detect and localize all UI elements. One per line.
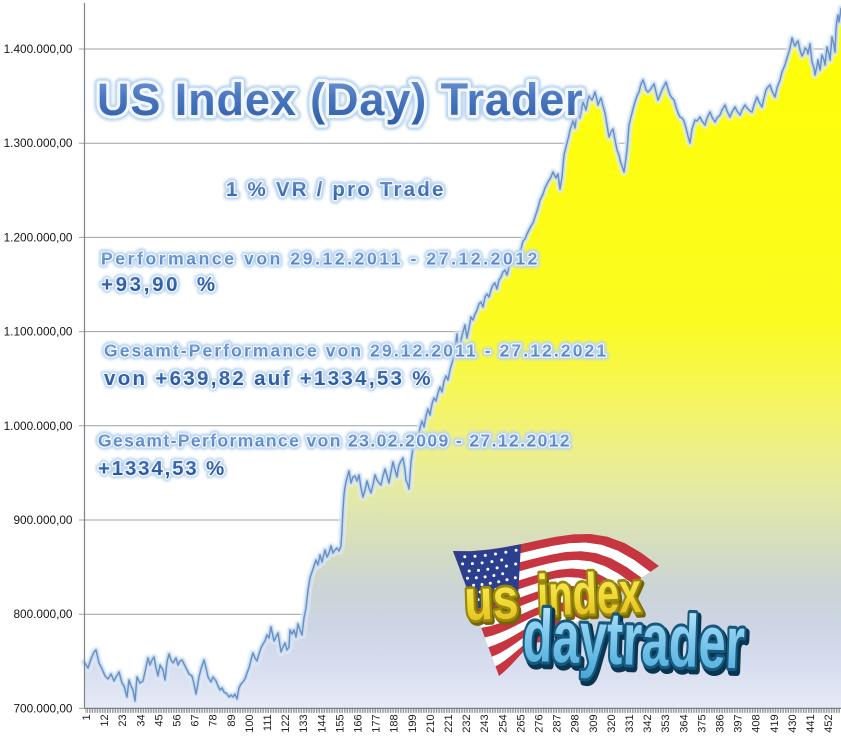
svg-text:144: 144: [316, 714, 328, 732]
svg-text:100: 100: [244, 714, 256, 732]
svg-text:+1334,53 %: +1334,53 %: [98, 457, 226, 480]
svg-text:von +639,82 auf +1334,53 %: von +639,82 auf +1334,53 %: [104, 367, 433, 390]
svg-text:daytrader: daytrader: [521, 594, 746, 685]
svg-text:+93,90 %: +93,90 %: [101, 273, 218, 296]
svg-text:US Index (Day) Trader: US Index (Day) Trader: [97, 74, 584, 125]
svg-text:419: 419: [769, 714, 781, 732]
svg-text:us: us: [463, 566, 519, 633]
svg-text:78: 78: [208, 714, 220, 726]
svg-text:67: 67: [190, 714, 202, 726]
svg-text:1.300.000,00: 1.300.000,00: [4, 136, 73, 150]
svg-text:89: 89: [226, 714, 238, 726]
svg-text:us: us: [463, 566, 519, 633]
svg-text:232: 232: [461, 714, 473, 732]
svg-text:155: 155: [334, 714, 346, 732]
svg-text:309: 309: [588, 714, 600, 732]
svg-text:index: index: [536, 560, 642, 629]
svg-text:122: 122: [280, 714, 292, 732]
svg-text:320: 320: [606, 714, 618, 732]
svg-text:386: 386: [715, 714, 727, 732]
svg-text:+93,90 %: +93,90 %: [101, 273, 218, 296]
svg-text:1: 1: [81, 714, 93, 720]
svg-text:452: 452: [823, 714, 835, 732]
svg-text:von +639,82 auf +1334,53 %: von +639,82 auf +1334,53 %: [104, 367, 433, 390]
svg-text:Performance von 29.12.2011 - 2: Performance von 29.12.2011 - 27.12.2012: [101, 249, 540, 269]
svg-text:441: 441: [805, 714, 817, 732]
svg-text:12: 12: [99, 714, 111, 726]
svg-text:45: 45: [153, 714, 165, 726]
svg-text:us: us: [465, 569, 521, 636]
svg-text:Performance von 29.12.2011 - 2: Performance von 29.12.2011 - 27.12.2012: [101, 249, 540, 269]
svg-text:1.400.000,00: 1.400.000,00: [4, 42, 73, 56]
svg-text:1.000.000,00: 1.000.000,00: [4, 419, 73, 433]
svg-text:Gesamt-Performance von 29.12.2: Gesamt-Performance von 29.12.2011 - 27.1…: [104, 341, 608, 361]
svg-text:700.000,00: 700.000,00: [13, 701, 72, 715]
svg-text:von +639,82 auf +1334,53 %: von +639,82 auf +1334,53 %: [104, 367, 433, 390]
svg-text:+1334,53 %: +1334,53 %: [98, 457, 226, 480]
svg-text:177: 177: [371, 714, 383, 732]
svg-text:342: 342: [642, 714, 654, 732]
svg-text:430: 430: [787, 714, 799, 732]
svg-text:800.000,00: 800.000,00: [13, 607, 72, 621]
svg-text:199: 199: [407, 714, 419, 732]
svg-text:index: index: [538, 562, 644, 631]
svg-text:298: 298: [570, 714, 582, 732]
svg-text:daytrader: daytrader: [524, 597, 749, 688]
svg-text:254: 254: [497, 714, 509, 732]
svg-text:1 % VR / pro Trade: 1 % VR / pro Trade: [226, 178, 446, 201]
svg-text:index: index: [536, 560, 642, 629]
svg-text:221: 221: [443, 714, 455, 732]
svg-text:265: 265: [515, 714, 527, 732]
svg-text:Gesamt-Performance von 23.02.2: Gesamt-Performance von 23.02.2009 - 27.1…: [98, 431, 571, 451]
svg-text:188: 188: [389, 714, 401, 732]
svg-text:1 % VR / pro Trade: 1 % VR / pro Trade: [226, 178, 446, 201]
svg-text:331: 331: [624, 714, 636, 732]
svg-text:1.200.000,00: 1.200.000,00: [4, 230, 73, 244]
svg-text:+93,90 %: +93,90 %: [101, 273, 218, 296]
svg-text:Gesamt-Performance von 23.02.2: Gesamt-Performance von 23.02.2009 - 27.1…: [98, 431, 571, 451]
svg-text:56: 56: [172, 714, 184, 726]
svg-text:34: 34: [135, 714, 147, 726]
svg-text:Gesamt-Performance von 23.02.2: Gesamt-Performance von 23.02.2009 - 27.1…: [98, 431, 571, 451]
svg-text:408: 408: [751, 714, 763, 732]
svg-text:daytrader: daytrader: [521, 594, 746, 685]
svg-text:364: 364: [678, 714, 690, 732]
svg-text:287: 287: [552, 714, 564, 732]
svg-text:US Index (Day) Trader: US Index (Day) Trader: [97, 74, 584, 125]
svg-text:Gesamt-Performance von 29.12.2: Gesamt-Performance von 29.12.2011 - 27.1…: [104, 341, 608, 361]
svg-text:900.000,00: 900.000,00: [13, 513, 72, 527]
svg-text:133: 133: [298, 714, 310, 732]
svg-text:Gesamt-Performance von 29.12.2: Gesamt-Performance von 29.12.2011 - 27.1…: [104, 341, 608, 361]
svg-text:1.100.000,00: 1.100.000,00: [4, 325, 73, 339]
svg-text:1 % VR / pro Trade: 1 % VR / pro Trade: [226, 178, 446, 201]
svg-text:Performance von 29.12.2011 - 2: Performance von 29.12.2011 - 27.12.2012: [101, 249, 540, 269]
svg-text:23: 23: [117, 714, 129, 726]
svg-text:210: 210: [425, 714, 437, 732]
svg-text:166: 166: [353, 714, 365, 732]
svg-text:US Index (Day) Trader: US Index (Day) Trader: [97, 74, 584, 125]
svg-text:397: 397: [733, 714, 745, 732]
svg-text:+1334,53 %: +1334,53 %: [98, 457, 226, 480]
svg-text:111: 111: [262, 714, 274, 731]
svg-text:375: 375: [696, 714, 708, 732]
svg-text:353: 353: [660, 714, 672, 732]
svg-text:276: 276: [534, 714, 546, 732]
svg-text:243: 243: [479, 714, 491, 732]
